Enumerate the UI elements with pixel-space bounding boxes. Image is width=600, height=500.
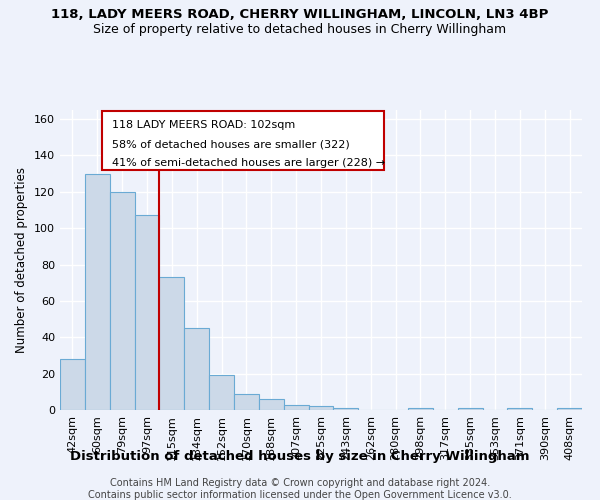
Bar bbox=[557, 408, 582, 410]
Bar bbox=[284, 404, 308, 410]
Text: Contains public sector information licensed under the Open Government Licence v3: Contains public sector information licen… bbox=[88, 490, 512, 500]
Bar bbox=[60, 359, 85, 410]
Text: Size of property relative to detached houses in Cherry Willingham: Size of property relative to detached ho… bbox=[94, 22, 506, 36]
Bar bbox=[259, 399, 284, 410]
Text: 58% of detached houses are smaller (322): 58% of detached houses are smaller (322) bbox=[112, 140, 350, 149]
Bar bbox=[209, 376, 234, 410]
Bar bbox=[134, 216, 160, 410]
FancyBboxPatch shape bbox=[102, 112, 383, 170]
Bar bbox=[184, 328, 209, 410]
Bar bbox=[308, 406, 334, 410]
Bar bbox=[110, 192, 134, 410]
Text: 41% of semi-detached houses are larger (228) →: 41% of semi-detached houses are larger (… bbox=[112, 158, 385, 168]
Bar bbox=[85, 174, 110, 410]
Bar bbox=[160, 278, 184, 410]
Text: 118 LADY MEERS ROAD: 102sqm: 118 LADY MEERS ROAD: 102sqm bbox=[112, 120, 295, 130]
Y-axis label: Number of detached properties: Number of detached properties bbox=[16, 167, 28, 353]
Text: 118, LADY MEERS ROAD, CHERRY WILLINGHAM, LINCOLN, LN3 4BP: 118, LADY MEERS ROAD, CHERRY WILLINGHAM,… bbox=[52, 8, 548, 20]
Bar bbox=[508, 408, 532, 410]
Bar bbox=[334, 408, 358, 410]
Text: Distribution of detached houses by size in Cherry Willingham: Distribution of detached houses by size … bbox=[70, 450, 530, 463]
Bar bbox=[408, 408, 433, 410]
Text: Contains HM Land Registry data © Crown copyright and database right 2024.: Contains HM Land Registry data © Crown c… bbox=[110, 478, 490, 488]
Bar bbox=[234, 394, 259, 410]
Bar bbox=[458, 408, 482, 410]
